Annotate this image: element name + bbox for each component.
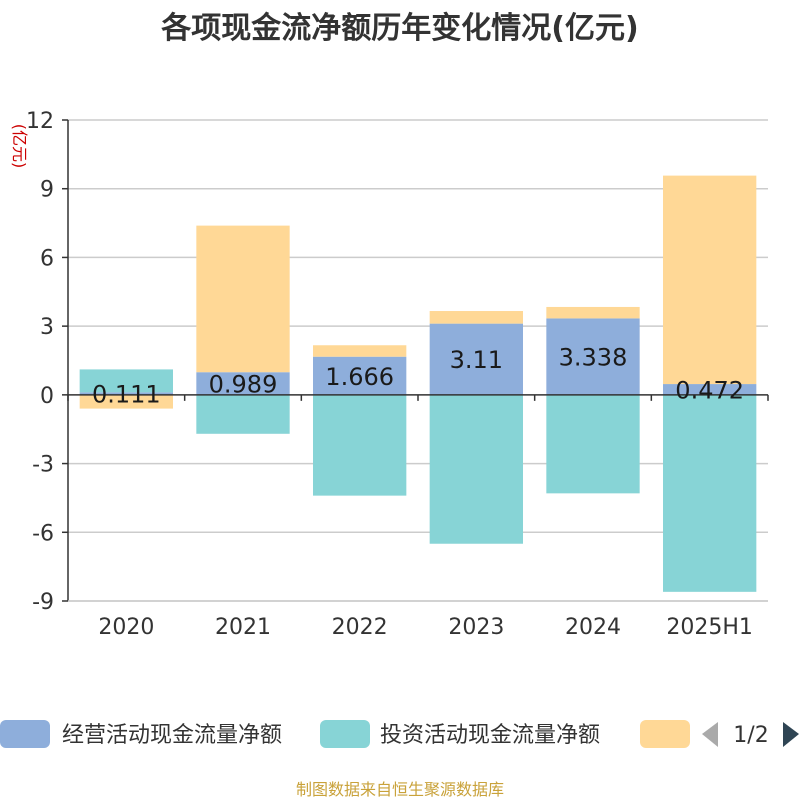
x-tick-label: 2023	[448, 615, 504, 640]
legend-swatch-2	[320, 720, 370, 748]
x-tick-label: 2020	[98, 615, 154, 640]
y-tick-label: -6	[32, 521, 54, 546]
legend-prev-page-icon[interactable]	[702, 722, 718, 747]
bar-1-2024	[546, 318, 640, 395]
bar-1-2025H1	[663, 384, 757, 395]
bar-3-2020	[79, 394, 173, 409]
x-tick-labels: 2020 2021 2022 2023 2024 2025H1	[98, 615, 753, 640]
legend-page-indicator: 1/2	[733, 723, 768, 748]
legend-label-1: 经营活动现金流量净额	[62, 723, 282, 748]
bar-2-2022	[313, 394, 407, 496]
legend-next-page-icon[interactable]	[783, 722, 799, 747]
legend-swatch-3	[640, 720, 690, 748]
bar-3-2021	[196, 225, 290, 373]
x-tick-label: 2022	[332, 615, 388, 640]
bar-2-2021	[196, 394, 290, 434]
y-tick-label: -3	[32, 453, 54, 478]
x-tick-label: 2024	[565, 615, 621, 640]
bars	[79, 175, 757, 592]
x-tick-label: 2025H1	[666, 615, 753, 640]
bar-2-2024	[546, 394, 640, 494]
bar-2-2025H1	[663, 394, 757, 592]
bar-1-2020	[79, 392, 173, 395]
source-note: 制图数据来自恒生聚源数据库	[296, 780, 504, 799]
bar-2-2020	[79, 369, 173, 393]
y-tick-label: 9	[40, 178, 54, 203]
bar-data-label: 3.338	[559, 344, 628, 372]
bar-3-2025H1	[663, 175, 757, 385]
bar-data-labels: 0.111 0.989 1.666 3.11 3.338 0.472	[92, 344, 744, 409]
bar-1-2021	[196, 372, 290, 395]
bar-data-label: 0.989	[209, 371, 278, 399]
bar-3-2024	[546, 306, 640, 319]
bar-data-label: 0.111	[92, 381, 161, 409]
legend: 经营活动现金流量净额 投资活动现金流量净额	[0, 720, 690, 748]
bar-data-label: 3.11	[450, 346, 503, 374]
y-tick-label: 12	[26, 109, 54, 134]
bar-3-2022	[313, 345, 407, 357]
x-tick-label: 2021	[215, 615, 271, 640]
chart-title: 各项现金流净额历年变化情况(亿元)	[160, 11, 638, 46]
bar-data-label: 1.666	[325, 363, 394, 391]
y-tick-label: -9	[32, 590, 54, 615]
y-tick-labels: -9 -6 -3 0 3 6 9 12	[26, 109, 68, 615]
bar-1-2022	[313, 356, 407, 395]
legend-swatch-1	[0, 720, 50, 748]
y-axis-label: (亿元)	[10, 124, 29, 169]
legend-label-2: 投资活动现金流量净额	[380, 723, 600, 748]
y-tick-label: 3	[40, 315, 54, 340]
bar-2-2023	[429, 394, 523, 544]
bar-1-2023	[429, 323, 523, 395]
y-tick-label: 0	[40, 384, 54, 409]
bar-data-label: 0.472	[675, 376, 744, 404]
bar-3-2023	[429, 311, 523, 324]
y-tick-label: 6	[40, 246, 54, 271]
axes	[67, 120, 769, 602]
